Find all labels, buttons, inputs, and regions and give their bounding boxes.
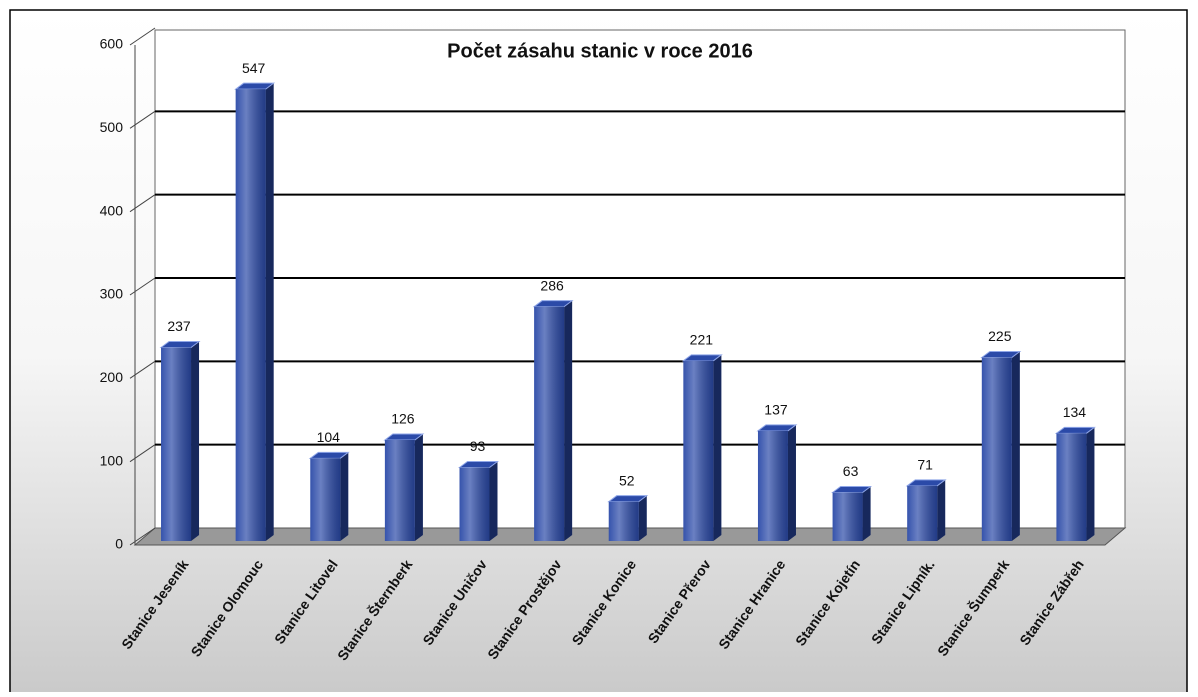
bar-side xyxy=(937,479,946,541)
bar-side-shade xyxy=(937,479,946,541)
bar-side-shade xyxy=(787,424,796,541)
y-tick-label: 100 xyxy=(100,452,124,468)
bar-shine xyxy=(981,357,1012,541)
bar-side-shade xyxy=(191,341,200,541)
bar-shine xyxy=(310,458,341,541)
value-label: 225 xyxy=(988,328,1012,344)
y-tick-label: 600 xyxy=(100,36,124,52)
value-label: 137 xyxy=(764,402,788,418)
tick-mark xyxy=(129,277,156,296)
tick-mark xyxy=(129,444,156,463)
bar-side-shade xyxy=(265,83,274,542)
bar-shine xyxy=(832,492,863,541)
tick-mark xyxy=(129,360,156,379)
value-label: 126 xyxy=(391,411,415,427)
bar-side-shade xyxy=(414,434,423,541)
bar-side xyxy=(638,495,647,541)
bar-side xyxy=(564,300,573,541)
bar-shine xyxy=(459,467,490,541)
bar-side xyxy=(862,486,871,541)
value-label: 134 xyxy=(1063,404,1087,420)
bar-shine xyxy=(1056,433,1087,541)
y-tick-label: 500 xyxy=(100,119,124,135)
bar-shine xyxy=(161,347,192,541)
value-label: 52 xyxy=(619,472,635,488)
tick-mark xyxy=(129,110,156,129)
value-label: 63 xyxy=(843,463,859,479)
bar-shine xyxy=(683,360,714,541)
chart-title: Počet zásahu stanic v roce 2016 xyxy=(447,40,753,62)
y-tick-label: 400 xyxy=(100,202,124,218)
bar-shine xyxy=(757,430,788,541)
bar-side xyxy=(713,354,722,541)
bar-side-shade xyxy=(862,486,871,541)
bar-side xyxy=(489,461,498,541)
bar-side xyxy=(340,452,349,541)
bar-side-shade xyxy=(713,354,722,541)
bar-side xyxy=(265,83,274,542)
bar-side-shade xyxy=(564,300,573,541)
tick-mark xyxy=(129,27,156,46)
value-label: 237 xyxy=(167,318,191,334)
y-tick-label: 200 xyxy=(100,369,124,385)
bar-shine xyxy=(384,440,415,541)
tick-mark xyxy=(129,527,156,546)
tick-mark xyxy=(129,194,156,213)
bar-shine xyxy=(907,485,938,541)
value-label: 221 xyxy=(690,332,714,348)
value-label: 93 xyxy=(470,438,486,454)
bar-side-shade xyxy=(638,495,647,541)
bar-side xyxy=(1011,351,1020,541)
value-label: 286 xyxy=(540,277,564,293)
bar-side-shade xyxy=(1011,351,1020,541)
value-label: 71 xyxy=(917,457,933,473)
bar-side-shade xyxy=(489,461,498,541)
bar-shine xyxy=(608,501,639,541)
bar-side xyxy=(414,434,423,541)
bar-side-shade xyxy=(1086,427,1095,541)
bar-shine xyxy=(534,306,565,541)
bar-shine xyxy=(235,89,266,542)
bar-side xyxy=(1086,427,1095,541)
value-label: 104 xyxy=(317,429,341,445)
bar-side-shade xyxy=(340,452,349,541)
y-tick-label: 300 xyxy=(100,286,124,302)
value-label: 547 xyxy=(242,60,266,76)
bar-side xyxy=(787,424,796,541)
y-tick-label: 0 xyxy=(115,536,123,552)
bar-side xyxy=(191,341,200,541)
